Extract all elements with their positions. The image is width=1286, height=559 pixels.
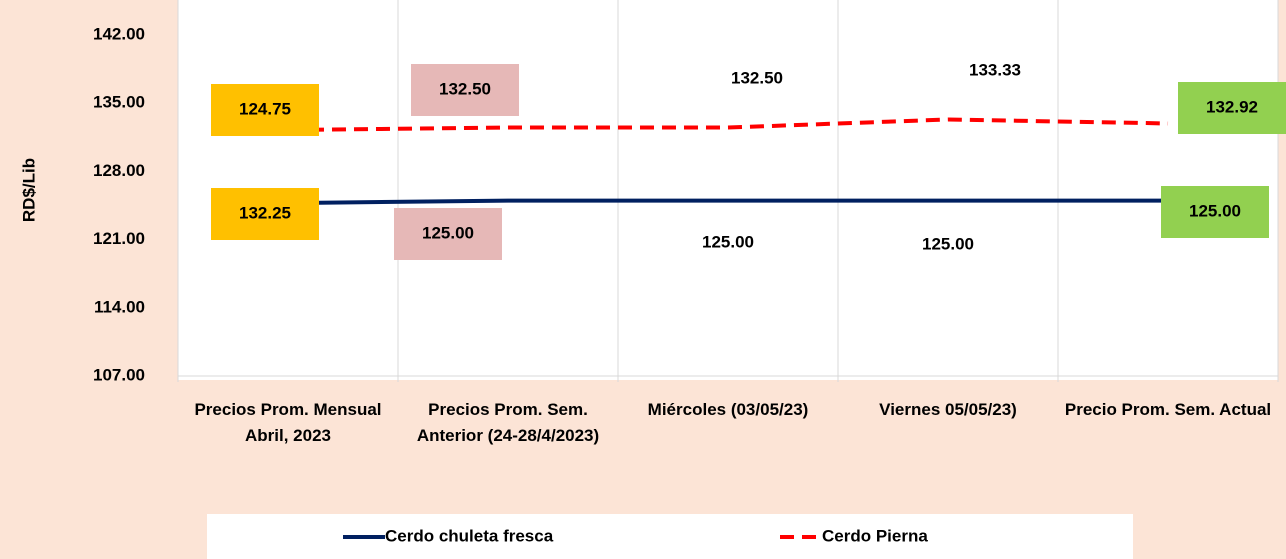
legend-label: Cerdo Pierna: [822, 526, 928, 545]
y-tick-label: 128.00: [93, 161, 145, 180]
x-tick-label: Precios Prom. Mensual Abril, 2023: [194, 400, 382, 445]
data-label: 132.50: [731, 68, 783, 87]
x-tick-label: Precio Prom. Sem. Actual: [1064, 400, 1272, 419]
x-tick-label: Precios Prom. Sem. Anterior (24-28/4/202…: [416, 400, 600, 445]
data-label: 125.00: [422, 223, 474, 242]
data-label: 125.00: [922, 234, 974, 253]
data-label: 125.00: [1189, 201, 1241, 220]
y-tick-label: 121.00: [93, 229, 145, 248]
label-box: [211, 188, 319, 240]
label-box: [674, 217, 782, 269]
x-tick-label: Viernes 05/05/23): [879, 400, 1017, 419]
y-tick-label: 107.00: [93, 365, 145, 384]
data-label: 125.00: [702, 232, 754, 251]
data-label: 124.75: [239, 99, 291, 118]
legend-label: Cerdo chuleta fresca: [385, 526, 554, 545]
x-tick-label: Miércoles (03/05/23): [647, 400, 809, 419]
y-tick-label: 135.00: [93, 93, 145, 112]
data-label: 133.33: [969, 60, 1021, 79]
y-tick-label: 142.00: [93, 24, 145, 43]
series-line: [287, 198, 1168, 206]
series-line: [287, 117, 1169, 132]
label-box: [894, 219, 1002, 271]
label-box: [1178, 82, 1286, 134]
label-box: [703, 53, 811, 105]
data-label: 132.50: [439, 79, 491, 98]
label-box: [394, 208, 502, 260]
data-label: 132.25: [239, 203, 291, 222]
y-tick-label: 114.00: [94, 297, 145, 316]
label-box: [411, 64, 519, 116]
label-box: [1161, 186, 1269, 238]
label-box: [211, 84, 319, 136]
data-label: 132.92: [1206, 97, 1258, 116]
label-box: [941, 45, 1049, 97]
y-axis-title: RD$/Lib: [19, 158, 38, 222]
